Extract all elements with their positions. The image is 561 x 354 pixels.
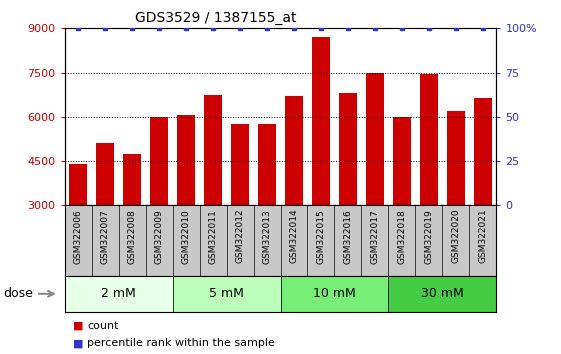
Text: GSM322019: GSM322019 (425, 209, 434, 264)
Text: GSM322017: GSM322017 (370, 209, 379, 264)
Text: GSM322015: GSM322015 (316, 209, 325, 264)
Text: GSM322007: GSM322007 (100, 209, 109, 264)
Text: GSM322020: GSM322020 (452, 209, 461, 263)
Text: GSM322010: GSM322010 (182, 209, 191, 264)
Bar (177, 115, 195, 294)
Text: GSM322021: GSM322021 (479, 209, 488, 263)
Bar (312, 37, 330, 294)
Bar (389, 276, 496, 312)
Text: GSM322012: GSM322012 (236, 209, 245, 263)
Text: percentile rank within the sample: percentile rank within the sample (87, 338, 275, 348)
Bar (65, 276, 173, 312)
Text: 5 mM: 5 mM (209, 287, 244, 300)
Bar (447, 111, 465, 294)
Text: GSM322011: GSM322011 (209, 209, 218, 264)
Bar (96, 143, 114, 294)
Text: 30 mM: 30 mM (421, 287, 464, 300)
Text: GSM322009: GSM322009 (154, 209, 163, 264)
Text: GSM322016: GSM322016 (343, 209, 352, 264)
Bar (420, 74, 438, 294)
Text: ■: ■ (73, 338, 84, 348)
Bar (69, 164, 87, 294)
Bar (204, 95, 222, 294)
Text: 2 mM: 2 mM (101, 287, 136, 300)
Text: GDS3529 / 1387155_at: GDS3529 / 1387155_at (135, 11, 296, 25)
Bar (393, 117, 411, 294)
Bar (285, 96, 303, 294)
Bar (123, 154, 141, 294)
Text: GSM322013: GSM322013 (263, 209, 272, 264)
Bar (280, 276, 388, 312)
Text: ■: ■ (73, 321, 84, 331)
Bar (339, 93, 357, 294)
Text: GSM322006: GSM322006 (73, 209, 82, 264)
Bar (231, 124, 249, 294)
Bar (258, 124, 276, 294)
Bar (150, 117, 168, 294)
Text: count: count (87, 321, 118, 331)
Text: 10 mM: 10 mM (313, 287, 356, 300)
Text: GSM322014: GSM322014 (289, 209, 298, 263)
Bar (173, 276, 280, 312)
Text: GSM322018: GSM322018 (398, 209, 407, 264)
Bar (474, 98, 492, 294)
Bar (366, 73, 384, 294)
Text: GSM322008: GSM322008 (127, 209, 136, 264)
Text: dose: dose (3, 287, 33, 300)
